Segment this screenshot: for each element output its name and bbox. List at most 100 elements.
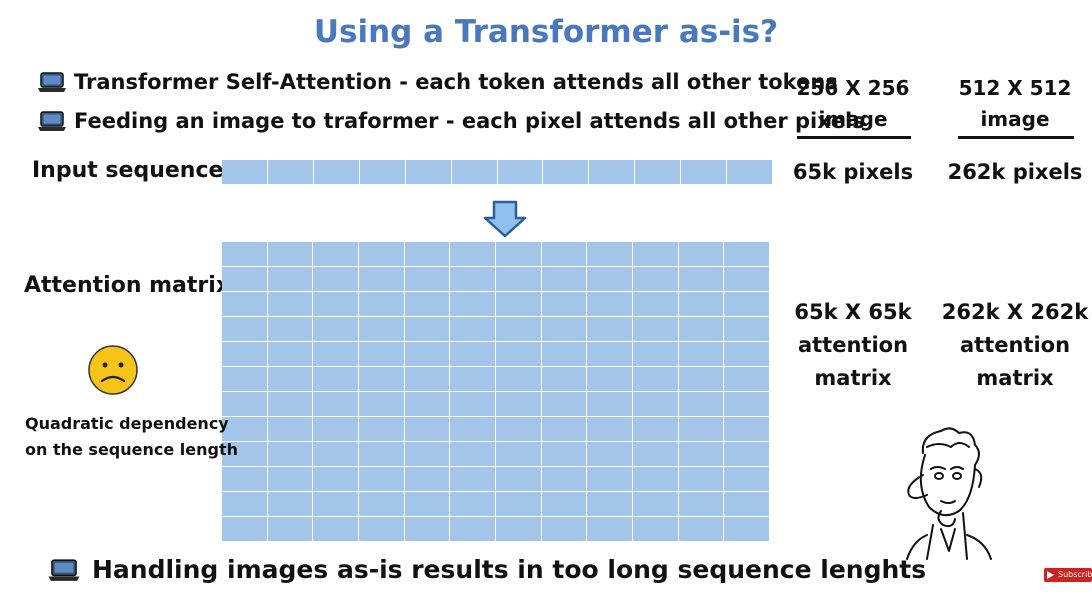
matrix-cell: [496, 367, 542, 392]
matrix-cell: [541, 367, 588, 392]
matrix-cell: [678, 317, 725, 342]
matrix-cell: [267, 417, 314, 442]
sad-face-icon: [88, 345, 138, 395]
matrix-cell: [267, 517, 314, 542]
matrix-cell: [587, 417, 633, 442]
column-header-unit: image: [980, 107, 1050, 131]
matrix-cell: [633, 317, 679, 342]
matrix-cell: [678, 342, 725, 367]
matrix-cell: [678, 267, 725, 292]
youtube-subscribe-icon[interactable]: Subscribe: [1044, 568, 1092, 582]
input-sequence-label: Input sequence: [32, 158, 224, 183]
column-underline: [797, 136, 911, 139]
matrix-cell: [222, 342, 268, 367]
matrix-cell: [450, 342, 496, 367]
matrix-cell: [633, 367, 679, 392]
laptop-icon: [38, 110, 66, 132]
matrix-cell: [450, 367, 496, 392]
column-256-header: 256 X 256 image: [790, 73, 916, 135]
sequence-cell: [222, 160, 268, 184]
matrix-cell: [267, 292, 314, 317]
matrix-cell: [496, 517, 542, 542]
matrix-cell: [404, 467, 451, 492]
sequence-cell: [314, 160, 360, 184]
matrix-cell: [222, 317, 268, 342]
matrix-cell: [587, 492, 633, 517]
matrix-cell: [587, 267, 633, 292]
matrix-cell: [724, 467, 770, 492]
matrix-cell: [724, 442, 770, 467]
matrix-cell: [541, 292, 588, 317]
matrix-cell: [450, 517, 496, 542]
matrix-cell: [633, 492, 679, 517]
matrix-cell: [724, 267, 770, 292]
matrix-cell: [587, 392, 633, 417]
matrix-cell: [359, 367, 405, 392]
matrix-cell: [496, 492, 542, 517]
column-header-unit: image: [818, 107, 888, 131]
matrix-cell: [450, 292, 496, 317]
matrix-cell: [724, 367, 770, 392]
matrix-cell: [678, 367, 725, 392]
matrix-cell: [724, 342, 770, 367]
matrix-cell: [222, 242, 268, 267]
down-arrow-icon: [483, 200, 527, 238]
bullet-text: Transformer Self-Attention - each token …: [74, 70, 838, 94]
matrix-cell: [222, 292, 268, 317]
column-pixels: 65k pixels: [792, 160, 914, 184]
matrix-cell: [678, 292, 725, 317]
note-line: on the sequence length: [25, 440, 238, 459]
matrix-cell: [359, 517, 405, 542]
matrix-cell: [313, 367, 359, 392]
matrix-cell: [633, 392, 679, 417]
matrix-cell: [678, 242, 725, 267]
matrix-cell: [404, 292, 451, 317]
matrix-cell: [359, 442, 405, 467]
matrix-size: 262k X 262k: [941, 300, 1089, 324]
matrix-cell: [678, 392, 725, 417]
matrix-cell: [496, 267, 542, 292]
matrix-cell: [633, 267, 679, 292]
matrix-cell: [541, 242, 588, 267]
matrix-cell: [404, 392, 451, 417]
laptop-icon: [48, 558, 80, 582]
matrix-cell: [222, 467, 268, 492]
matrix-cell: [267, 442, 314, 467]
matrix-cell: [541, 442, 588, 467]
matrix-cell: [313, 342, 359, 367]
matrix-cell: [222, 492, 268, 517]
matrix-cell: [313, 517, 359, 542]
column-header-size: 512 X 512: [958, 76, 1072, 100]
matrix-cell: [633, 467, 679, 492]
matrix-cell: [267, 467, 314, 492]
matrix-cell: [267, 267, 314, 292]
matrix-cell: [359, 317, 405, 342]
sequence-cell: [681, 160, 728, 184]
matrix-cell: [724, 517, 770, 542]
matrix-cell: [267, 317, 314, 342]
matrix-cell: [541, 417, 588, 442]
matrix-cell: [724, 392, 770, 417]
matrix-cell: [633, 292, 679, 317]
matrix-cell: [404, 517, 451, 542]
matrix-cell: [404, 317, 451, 342]
matrix-cell: [267, 367, 314, 392]
matrix-cell: [724, 417, 770, 442]
matrix-cell: [404, 442, 451, 467]
matrix-cell: [404, 492, 451, 517]
column-pixels: 262k pixels: [947, 160, 1083, 184]
matrix-cell: [267, 392, 314, 417]
matrix-cell: [450, 442, 496, 467]
matrix-cell: [724, 242, 770, 267]
matrix-cell: [678, 417, 725, 442]
matrix-cell: [222, 442, 268, 467]
matrix-cell: [222, 517, 268, 542]
matrix-cell: [587, 342, 633, 367]
matrix-cell: [587, 467, 633, 492]
matrix-cell: [359, 492, 405, 517]
bullet-text: Feeding an image to traformer - each pix…: [74, 109, 865, 133]
sequence-cell: [498, 160, 544, 184]
column-256-matrix: 65k X 65k attention matrix: [780, 296, 926, 395]
matrix-cell: [450, 267, 496, 292]
matrix-cell: [313, 417, 359, 442]
